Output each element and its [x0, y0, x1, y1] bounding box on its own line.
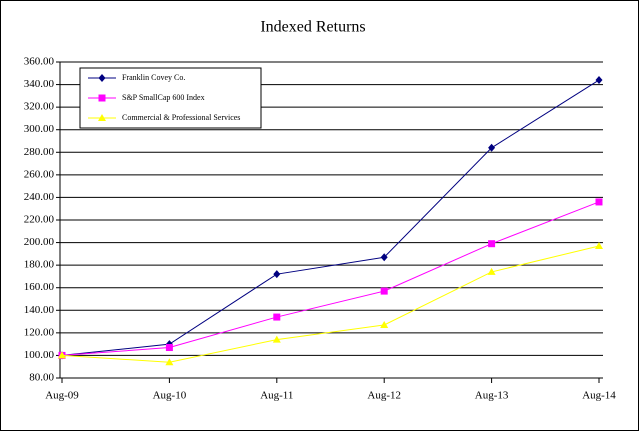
- y-tick-label: 320.00: [24, 101, 55, 113]
- x-tick-label: Aug-12: [367, 390, 401, 402]
- series-line: [61, 79, 600, 356]
- data-point: [273, 313, 281, 321]
- data-point: [487, 267, 496, 275]
- y-tick-label: 200.00: [24, 236, 55, 248]
- y-tick-label: 340.00: [24, 78, 55, 90]
- y-tick-label: 280.00: [24, 146, 55, 158]
- data-point: [380, 287, 388, 295]
- data-point: [58, 351, 66, 359]
- y-tick-label: 300.00: [24, 123, 55, 135]
- chart-title: Indexed Returns: [260, 19, 365, 36]
- y-tick-label: 360.00: [24, 56, 55, 68]
- legend-label: Commercial & Professional Services: [122, 113, 240, 122]
- y-tick-label: 220.00: [24, 214, 55, 226]
- data-point: [595, 241, 603, 249]
- y-tick-label: 120.00: [24, 326, 55, 338]
- y-tick-label: 140.00: [24, 304, 55, 316]
- legend-marker: [98, 114, 106, 121]
- series-line: [61, 245, 600, 363]
- data-point: [165, 344, 173, 352]
- legend-label: S&P SmallCap 600 Index: [122, 93, 205, 102]
- x-tick-label: Aug-14: [582, 390, 616, 402]
- data-point: [273, 270, 281, 279]
- y-tick-label: 260.00: [24, 168, 55, 180]
- y-tick-label: 80.00: [29, 372, 54, 384]
- legend-label: Franklin Covey Co.: [122, 73, 185, 82]
- data-point: [595, 198, 603, 206]
- x-tick-label: Aug-09: [45, 390, 79, 402]
- data-point: [380, 253, 388, 262]
- series-line: [61, 201, 600, 356]
- data-point: [165, 358, 174, 366]
- data-point: [595, 76, 603, 85]
- data-point: [488, 240, 496, 248]
- x-tick-label: Aug-11: [260, 390, 293, 402]
- y-tick-label: 160.00: [24, 281, 55, 293]
- legend-marker: [98, 74, 106, 82]
- y-tick-label: 180.00: [24, 259, 55, 271]
- data-point: [380, 320, 389, 328]
- legend-marker: [98, 94, 106, 102]
- y-tick-label: 240.00: [24, 191, 55, 203]
- x-tick-label: Aug-10: [153, 390, 187, 402]
- data-point: [272, 335, 281, 343]
- x-tick-label: Aug-13: [475, 390, 509, 402]
- data-point: [488, 143, 496, 152]
- y-tick-label: 100.00: [24, 349, 55, 361]
